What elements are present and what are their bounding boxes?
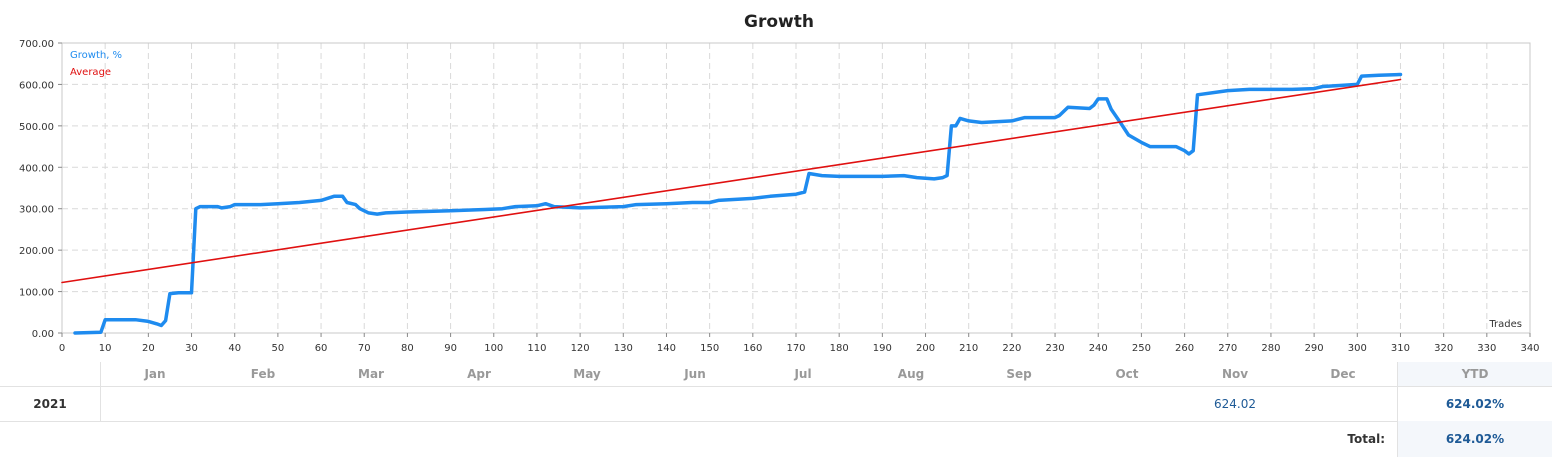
- x-tick-label: 130: [614, 343, 633, 354]
- year-row-2021: 2021 624.02 624.02%: [0, 386, 1552, 422]
- x-tick-label: 0: [59, 343, 65, 354]
- x-tick-label: 10: [99, 343, 112, 354]
- average-series-line: [61, 78, 1402, 284]
- month-header-oct: Oct: [1115, 367, 1139, 381]
- month-header-may: May: [573, 367, 601, 381]
- x-tick-label: 250: [1132, 343, 1151, 354]
- x-tick-label: 270: [1218, 343, 1237, 354]
- year-label: 2021: [0, 386, 101, 421]
- x-tick-label: 150: [700, 343, 719, 354]
- x-tick-label: 140: [657, 343, 676, 354]
- month-header-jun: Jun: [684, 367, 706, 381]
- x-tick-label: 120: [571, 343, 590, 354]
- x-tick-label: 320: [1434, 343, 1453, 354]
- monthly-growth-table: Jan Feb Mar Apr May Jun Jul Aug Sep Oct Nov Dec YTD…: [0, 362, 1552, 457]
- ytd-header: YTD: [1397, 362, 1552, 386]
- grid-lines: [62, 43, 1530, 333]
- x-tick-label: 50: [272, 343, 285, 354]
- month-header-jan: Jan: [144, 367, 166, 381]
- y-tick-label: 0.00: [32, 329, 54, 340]
- x-tick-label: 280: [1261, 343, 1280, 354]
- axes: 0.00 100.00 200.00 300.00 400.00 500.00 600.00…: [19, 39, 1540, 354]
- x-tick-label: 70: [358, 343, 371, 354]
- month-header-nov: Nov: [1221, 367, 1249, 381]
- x-tick-label: 210: [959, 343, 978, 354]
- x-tick-label: 200: [916, 343, 935, 354]
- x-tick-label: 160: [743, 343, 762, 354]
- x-tick-label: 240: [1089, 343, 1108, 354]
- x-axis-label: Trades: [1488, 319, 1522, 330]
- x-tick-label: 110: [527, 343, 546, 354]
- y-tick-label: 700.00: [19, 39, 54, 50]
- legend-growth: Growth, %: [70, 50, 122, 61]
- y-tick-label: 300.00: [19, 205, 54, 216]
- x-tick-label: 190: [873, 343, 892, 354]
- month-header-sep: Sep: [1006, 367, 1032, 381]
- ytd-value: 624.02%: [1397, 386, 1552, 421]
- month-header-apr: Apr: [467, 367, 491, 381]
- table-header-row: Jan Feb Mar Apr May Jun Jul Aug Sep Oct Nov Dec YTD: [0, 362, 1552, 387]
- row-label-spacer: [0, 362, 101, 386]
- x-tick-label: 170: [786, 343, 805, 354]
- total-row: Total: 624.02%: [0, 421, 1552, 457]
- x-tick-label: 180: [830, 343, 849, 354]
- month-header-dec: Dec: [1330, 367, 1356, 381]
- legend-average: Average: [70, 67, 111, 78]
- legend: Growth, % Average: [70, 50, 122, 78]
- x-tick-label: 230: [1046, 343, 1065, 354]
- x-tick-label: 260: [1175, 343, 1194, 354]
- x-tick-label: 220: [1002, 343, 1021, 354]
- x-tick-label: 340: [1520, 343, 1539, 354]
- x-tick-label: 100: [484, 343, 503, 354]
- x-tick-label: 60: [315, 343, 328, 354]
- x-tick-label: 40: [228, 343, 241, 354]
- x-tick-label: 20: [142, 343, 155, 354]
- chart-title: Growth: [744, 12, 814, 32]
- month-header-aug: Aug: [897, 367, 925, 381]
- nov-value: 624.02: [1214, 396, 1256, 411]
- x-tick-label: 90: [444, 343, 457, 354]
- x-tick-label: 30: [185, 343, 198, 354]
- y-tick-label: 500.00: [19, 122, 54, 133]
- x-tick-label: 310: [1391, 343, 1410, 354]
- total-value: 624.02%: [1397, 421, 1552, 457]
- x-tick-label: 300: [1348, 343, 1367, 354]
- growth-chart: 0.00 100.00 200.00 300.00 400.00 500.00 600.00…: [19, 39, 1540, 354]
- total-label: Total:: [1347, 432, 1385, 446]
- y-tick-label: 200.00: [19, 246, 54, 257]
- y-tick-label: 600.00: [19, 80, 54, 91]
- x-tick-label: 330: [1477, 343, 1496, 354]
- x-tick-label: 80: [401, 343, 414, 354]
- y-tick-label: 100.00: [19, 288, 54, 299]
- growth-series-line: [73, 72, 1403, 335]
- month-header-mar: Mar: [358, 367, 384, 381]
- series-lines: [61, 72, 1403, 335]
- month-header-jul: Jul: [794, 367, 812, 381]
- month-header-feb: Feb: [250, 367, 276, 381]
- y-tick-label: 400.00: [19, 163, 54, 174]
- x-tick-label: 290: [1305, 343, 1324, 354]
